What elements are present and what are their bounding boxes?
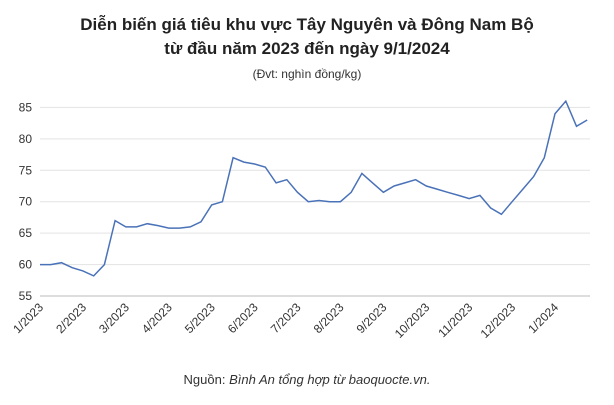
x-tick-label: 2/2023 (53, 300, 89, 336)
x-tick-label: 6/2023 (225, 300, 261, 336)
source: Nguồn: Bình An tổng hợp từ baoquocte.vn. (184, 372, 431, 387)
x-tick-label: 7/2023 (268, 300, 304, 336)
source-text: Bình An tổng hợp từ baoquocte.vn. (229, 372, 430, 387)
x-tick-label: 8/2023 (311, 300, 347, 336)
chart-title: từ đầu năm 2023 đến ngày 9/1/2024 (164, 39, 450, 58)
y-tick-label: 60 (19, 258, 33, 272)
y-tick-label: 75 (19, 163, 33, 177)
y-tick-label: 85 (19, 100, 33, 114)
chart-title: Diễn biến giá tiêu khu vực Tây Nguyên và… (80, 15, 533, 34)
x-tick-label: 12/2023 (478, 300, 519, 341)
chart-subtitle: (Đvt: nghìn đồng/kg) (253, 67, 362, 81)
x-tick-label: 1/2024 (525, 300, 561, 336)
x-tick-label: 9/2023 (354, 300, 390, 336)
y-tick-label: 80 (19, 132, 33, 146)
x-tick-label: 11/2023 (435, 300, 475, 340)
x-tick-label: 3/2023 (96, 300, 132, 336)
y-tick-label: 65 (19, 226, 33, 240)
x-tick-label: 4/2023 (139, 300, 175, 336)
source-prefix: Nguồn: (184, 372, 230, 387)
line (40, 99, 588, 277)
x-tick-label: 1/2023 (10, 300, 46, 336)
y-tick-label: 55 (19, 289, 33, 303)
x-tick-label: 5/2023 (182, 300, 218, 336)
y-tick-label: 70 (19, 195, 33, 209)
x-tick-label: 10/2023 (392, 300, 433, 341)
